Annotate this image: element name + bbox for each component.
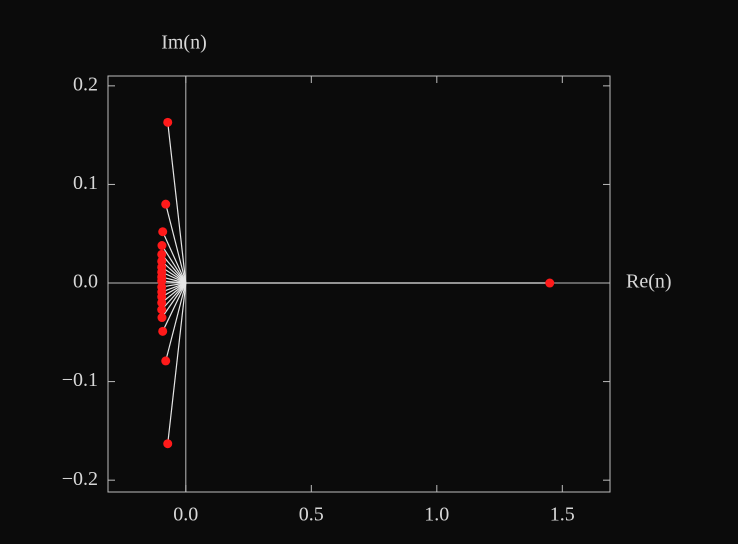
x-axis-label: Re(n) [626,271,672,293]
y-tick-label: 0.1 [73,172,98,194]
spoke [161,254,187,284]
point [163,439,173,449]
point [157,249,167,259]
y-axis-label: Im(n) [161,32,207,54]
point [161,356,171,366]
plot-frame [107,75,611,493]
y-tick-label: 0.2 [73,73,98,95]
spoke [161,282,187,318]
point [157,241,167,251]
x-tick-label: 0.0 [173,504,198,526]
point [157,313,167,323]
spoke [165,282,187,362]
point [545,278,555,288]
spoke [161,282,187,311]
y-tick-label: −0.1 [62,369,98,391]
spoke [167,122,187,284]
spoke [161,266,187,284]
point [157,305,167,315]
x-tick-label: 0.5 [299,504,324,526]
point [157,298,167,308]
spoke [161,282,187,298]
y-tick-label: 0.0 [73,271,98,293]
spoke [165,204,187,284]
spoke [167,282,187,444]
y-tick-label: −0.2 [62,468,98,490]
x-tick-label: 1.5 [550,504,575,526]
point [158,326,168,336]
spoke [162,282,187,332]
spoke [161,282,187,304]
point [161,199,171,209]
spoke [162,231,187,284]
spoke [161,260,187,284]
point [158,227,168,237]
x-tick-label: 1.0 [424,504,449,526]
spoke [161,245,187,284]
point [163,117,173,127]
